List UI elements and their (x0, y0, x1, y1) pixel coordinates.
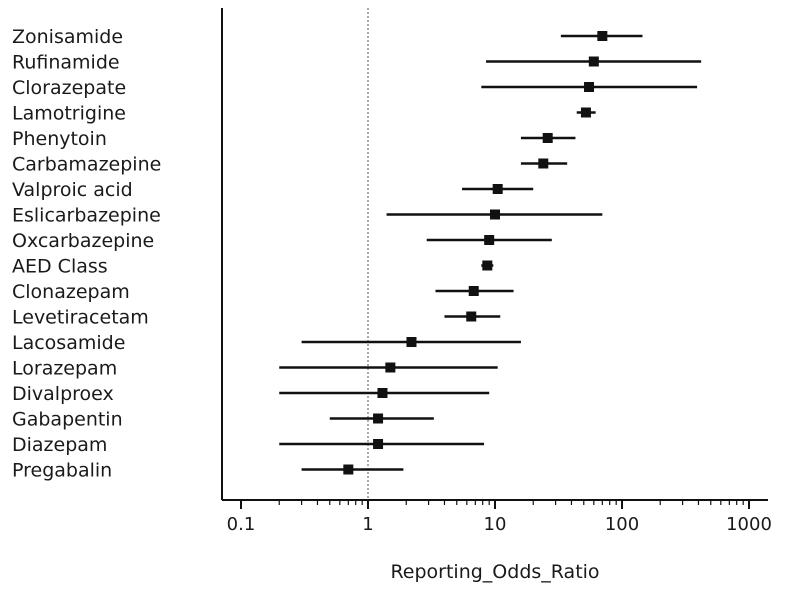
row-label: Divalproex (12, 383, 114, 405)
x-tick-label: 100 (605, 514, 639, 535)
odds-ratio-marker (385, 362, 396, 373)
x-axis-title: Reporting_Odds_Ratio (390, 561, 599, 583)
odds-ratio-marker (406, 337, 417, 347)
row-label: Gabapentin (12, 409, 123, 431)
odds-ratio-marker (343, 464, 354, 475)
row-label: Levetiracetam (12, 307, 149, 329)
row-label: Phenytoin (12, 128, 107, 150)
row-label: Pregabalin (12, 460, 112, 482)
x-tick-label: 0.1 (227, 514, 256, 535)
odds-ratio-marker (377, 388, 388, 398)
row-label: Lamotrigine (12, 103, 126, 125)
odds-ratio-marker (482, 260, 493, 271)
row-label: Zonisamide (12, 26, 123, 48)
x-axis-ticks: 0.1 1 10 100 1000 (227, 500, 772, 535)
row-labels: Zonisamide Rufinamide Clorazepate Lamotrigi… (12, 26, 161, 482)
row-label: AED Class (12, 256, 108, 278)
odds-ratio-marker (492, 184, 503, 194)
row-label: Clorazepate (12, 77, 126, 99)
odds-ratio-marker (490, 209, 500, 220)
row-label: Eslicarbazepine (12, 205, 161, 227)
row-label: Clonazepam (12, 281, 130, 303)
x-tick-label: 1000 (726, 514, 772, 535)
odds-ratio-marker (484, 235, 495, 245)
odds-ratio-marker (468, 286, 479, 296)
odds-ratio-marker (597, 31, 608, 41)
forest-marks (279, 31, 702, 475)
odds-ratio-marker (588, 56, 599, 67)
row-label: Oxcarbazepine (12, 230, 154, 252)
odds-ratio-marker (373, 439, 384, 449)
x-tick-label: 1 (362, 514, 373, 535)
odds-ratio-marker (466, 311, 477, 322)
row-label: Rufinamide (12, 52, 120, 74)
odds-ratio-marker (538, 158, 549, 169)
odds-ratio-marker (584, 82, 595, 92)
row-label: Diazepam (12, 434, 107, 456)
row-label: Lorazepam (12, 358, 117, 380)
odds-ratio-marker (373, 413, 384, 424)
odds-ratio-marker (580, 107, 591, 118)
odds-ratio-marker (542, 133, 553, 143)
row-label: Valproic acid (12, 179, 133, 201)
row-label: Lacosamide (12, 332, 125, 354)
x-tick-label: 10 (484, 514, 507, 535)
row-label: Carbamazepine (12, 154, 161, 176)
plot-area: 0.1 1 10 100 1000 (221, 8, 772, 535)
